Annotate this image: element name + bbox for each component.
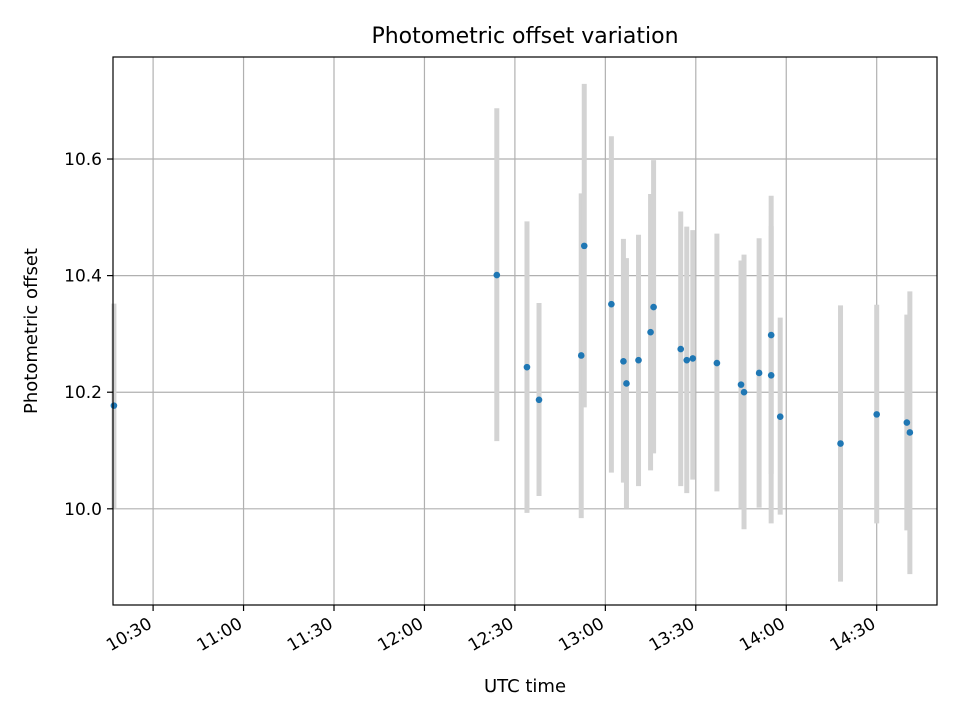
data-point bbox=[493, 271, 501, 279]
data-point bbox=[683, 356, 691, 364]
data-point bbox=[713, 359, 721, 367]
x-axis-label: UTC time bbox=[484, 676, 566, 697]
y-tick-label: 10.6 bbox=[64, 150, 102, 170]
chart-title: Photometric offset variation bbox=[371, 24, 678, 49]
data-point bbox=[776, 413, 784, 420]
data-point bbox=[523, 363, 531, 371]
data-point bbox=[689, 355, 697, 362]
data-point bbox=[535, 396, 543, 404]
data-point bbox=[903, 419, 911, 426]
y-tick-label: 10.0 bbox=[64, 500, 102, 520]
data-points bbox=[110, 242, 914, 447]
data-point bbox=[623, 380, 630, 387]
y-tick-label: 10.4 bbox=[64, 267, 102, 287]
data-point bbox=[755, 369, 763, 377]
data-point bbox=[110, 402, 118, 409]
data-point bbox=[580, 242, 588, 250]
data-point bbox=[577, 352, 585, 359]
data-point bbox=[650, 303, 657, 311]
y-tick-label: 10.2 bbox=[64, 383, 102, 403]
data-point bbox=[767, 331, 775, 339]
data-point bbox=[677, 345, 685, 353]
data-point bbox=[608, 300, 615, 308]
data-point bbox=[740, 388, 748, 396]
data-point bbox=[620, 358, 627, 365]
data-point bbox=[635, 356, 642, 364]
y-axis-label: Photometric offset bbox=[21, 248, 42, 414]
data-point bbox=[873, 411, 880, 418]
y-axis-ticks: 10.0 10.2 10.4 10.6 bbox=[64, 150, 113, 520]
data-point bbox=[906, 429, 914, 436]
data-point bbox=[737, 381, 745, 388]
data-point bbox=[837, 440, 844, 447]
data-point bbox=[647, 328, 654, 336]
plot-frame bbox=[112, 56, 938, 606]
data-point bbox=[767, 372, 775, 379]
